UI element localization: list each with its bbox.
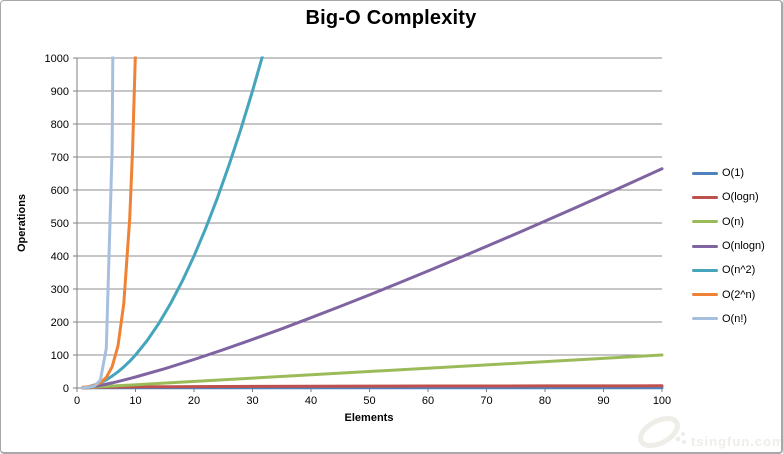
watermark-logo-dot [682,440,686,444]
x-tick-label: 90 [597,395,609,407]
x-tick-label: 60 [422,395,434,407]
y-axis-title: Operations [16,193,28,253]
legend-label: O(logn) [722,191,759,204]
legend-label: O(1) [722,167,744,180]
x-tick-label: 80 [539,395,551,407]
y-tick-label: 1000 [45,53,69,65]
series-line-O(nlogn) [81,167,664,390]
x-tick-label: 30 [246,395,258,407]
legend-item: O(1) [692,161,765,185]
y-tick-label: 800 [51,119,69,131]
y-tick-label: 300 [51,284,69,296]
x-tick-label: 10 [129,395,141,407]
watermark-logo-dot [675,436,681,442]
watermark-text: tsingfun.com [691,434,781,449]
y-tick-label: 900 [51,86,69,98]
watermark-logo-ring [638,415,680,449]
legend-swatch [692,220,718,224]
y-tick-label: 200 [51,317,69,329]
y-tick-label: 400 [51,251,69,263]
x-tick-label: 40 [305,395,317,407]
x-tick-label: 0 [74,395,80,407]
y-tick-label: 0 [63,383,69,395]
legend-label: O(nlogn) [722,240,765,253]
watermark-logo-dot [681,432,685,436]
chart-title: Big-O Complexity [305,7,477,29]
watermark: tsingfun.com [638,415,781,449]
legend-swatch [692,195,718,199]
legend-swatch [692,244,718,248]
legend-item: O(n!) [692,307,765,331]
legend-item: O(2^n) [692,282,765,306]
y-tick-label: 100 [51,350,69,362]
legend-swatch [692,293,718,297]
x-axis-title: Elements [344,412,394,424]
legend-label: O(n^2) [722,264,756,277]
legend-item: O(logn) [692,185,765,209]
legend: O(1) O(logn) O(n) O(nlogn) O(n^2) O(2^n) O(n!) [692,161,765,331]
legend-label: O(n) [722,215,744,228]
series-group [81,56,664,390]
series-line-O(n!) [81,56,115,390]
x-tick-label: 100 [653,395,671,407]
legend-label: O(n!) [722,312,748,325]
series-line-O(n) [81,353,664,390]
legend-swatch [692,171,718,175]
x-tick-label: 70 [480,395,492,407]
legend-swatch [692,317,718,321]
legend-swatch [692,268,718,272]
legend-item: O(n) [692,210,765,234]
x-tick-label: 20 [188,395,200,407]
y-tick-label: 500 [51,218,69,230]
y-tick-label: 600 [51,185,69,197]
legend-item: O(n^2) [692,258,765,282]
legend-label: O(2^n) [722,288,756,301]
y-tick-label: 700 [51,152,69,164]
x-tick-label: 50 [363,395,375,407]
legend-item: O(nlogn) [692,234,765,258]
